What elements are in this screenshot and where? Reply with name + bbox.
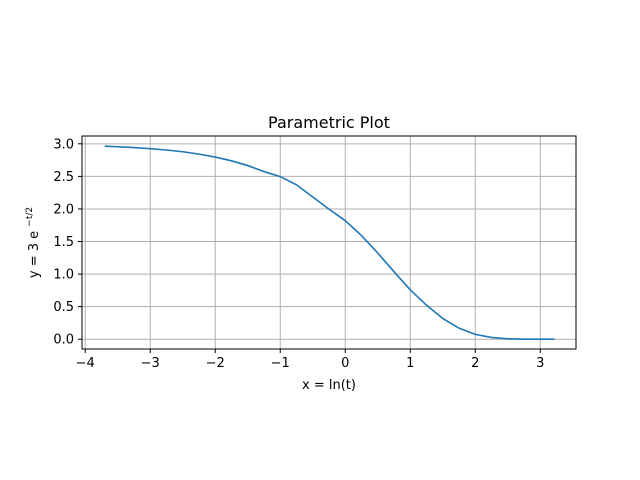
plot-area	[104, 145, 555, 341]
x-tick-label: −3	[141, 356, 160, 371]
y-axis-label: y = 3 e −t/2	[25, 207, 42, 278]
ticks: −4 −3 −2 −1 0 1 2 3 0.0 0.5 1.0 1.5 2.0 2.5 3.0	[53, 137, 544, 371]
y-axis-label-text: y = 3 e −t/2	[25, 207, 42, 278]
grid	[82, 136, 576, 349]
x-tick-label: 3	[536, 356, 544, 371]
x-tick-label: −1	[271, 356, 290, 371]
y-tick-label: 1.5	[53, 235, 74, 250]
y-tick-label: 2.0	[53, 202, 74, 217]
y-tick-label: 0.0	[53, 333, 74, 348]
y-tick-label: 2.5	[53, 170, 74, 185]
x-axis-label: x = ln(t)	[302, 378, 356, 393]
y-axis-label-exponent: −t/2	[25, 207, 35, 227]
chart-title: Parametric Plot	[268, 113, 390, 132]
y-axis-label-prefix: y = 3 e	[27, 231, 42, 278]
series-line	[104, 145, 555, 341]
x-tick-label: −4	[76, 356, 95, 371]
y-tick-label: 3.0	[53, 137, 74, 152]
x-tick-label: −2	[206, 356, 225, 371]
y-tick-label: 1.0	[53, 268, 74, 283]
x-tick-label: 0	[341, 356, 349, 371]
axes-frame	[81, 135, 577, 350]
x-tick-label: 2	[471, 356, 479, 371]
y-tick-label: 0.5	[53, 300, 74, 315]
x-tick-label: 1	[406, 356, 414, 371]
